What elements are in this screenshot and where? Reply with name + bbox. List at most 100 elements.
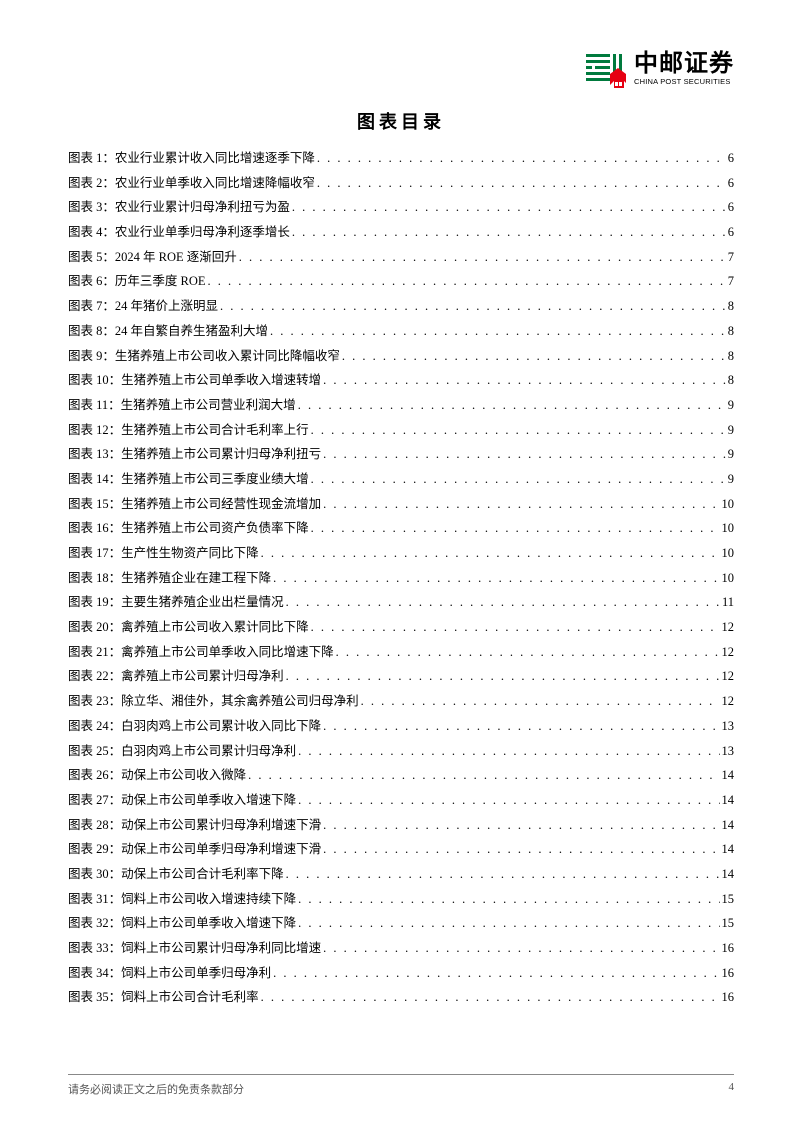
toc-entry-label: 图表 29： xyxy=(68,843,121,856)
toc-entry-label: 图表 15： xyxy=(68,498,121,511)
toc-entry-description: 禽养殖上市公司收入累计同比下降 xyxy=(121,621,309,634)
toc-entry-label: 图表 4： xyxy=(68,226,115,239)
toc-row: 图表 17：生产性生物资产同比下降. . . . . . . . . . . .… xyxy=(68,547,734,560)
toc-leader-dots: . . . . . . . . . . . . . . . . . . . . … xyxy=(311,621,720,634)
toc-row: 图表 24：白羽肉鸡上市公司累计收入同比下降. . . . . . . . . … xyxy=(68,720,734,733)
page-title: 图表目录 xyxy=(68,108,734,134)
toc-entry-page: 13 xyxy=(722,720,735,733)
toc-entry-page: 6 xyxy=(728,201,734,214)
toc-entry-page: 9 xyxy=(728,399,734,412)
toc-entry-description: 生产性生物资产同比下降 xyxy=(121,547,259,560)
logo-text-block: 中邮证券 CHINA POST SECURITIES xyxy=(634,52,734,86)
toc-leader-dots: . . . . . . . . . . . . . . . . . . . . … xyxy=(311,424,726,437)
toc-entry-label: 图表 12： xyxy=(68,424,121,437)
logo-english-name: CHINA POST SECURITIES xyxy=(634,78,734,86)
toc-entry-description: 农业行业单季归母净利逐季增长 xyxy=(115,226,290,239)
toc-row: 图表 9：生猪养殖上市公司收入累计同比降幅收窄. . . . . . . . .… xyxy=(68,350,734,363)
toc-entry-page: 10 xyxy=(722,522,735,535)
toc-leader-dots: . . . . . . . . . . . . . . . . . . . . … xyxy=(273,967,719,980)
toc-entry-page: 14 xyxy=(722,769,735,782)
toc-entry-label: 图表 6： xyxy=(68,275,115,288)
toc-entry-label: 图表 19： xyxy=(68,596,121,609)
toc-entry-description: 24 年自繁自养生猪盈利大增 xyxy=(115,325,268,338)
toc-row: 图表 14：生猪养殖上市公司三季度业绩大增. . . . . . . . . .… xyxy=(68,473,734,486)
toc-entry-label: 图表 17： xyxy=(68,547,121,560)
toc-leader-dots: . . . . . . . . . . . . . . . . . . . . … xyxy=(323,942,719,955)
toc-entry-description: 禽养殖上市公司单季收入同比增速下降 xyxy=(121,646,334,659)
toc-entry-page: 8 xyxy=(728,374,734,387)
toc-row: 图表 33：饲料上市公司累计归母净利同比增速. . . . . . . . . … xyxy=(68,942,734,955)
toc-entry-label: 图表 13： xyxy=(68,448,121,461)
table-of-contents: 图表 1：农业行业累计收入同比增速逐季下降 . . . . . . . . . .… xyxy=(68,152,734,1004)
toc-entry-description: 生猪养殖上市公司单季收入增速转增 xyxy=(121,374,321,387)
toc-entry-label: 图表 25： xyxy=(68,745,121,758)
toc-leader-dots: . . . . . . . . . . . . . . . . . . . . … xyxy=(261,547,720,560)
toc-leader-dots: . . . . . . . . . . . . . . . . . . . . … xyxy=(298,745,719,758)
toc-entry-description: 主要生猪养殖企业出栏量情况 xyxy=(121,596,284,609)
toc-entry-label: 图表 33： xyxy=(68,942,121,955)
toc-row: 图表 2：农业行业单季收入同比增速降幅收窄. . . . . . . . . .… xyxy=(68,177,734,190)
toc-leader-dots: . . . . . . . . . . . . . . . . . . . . … xyxy=(292,201,726,214)
toc-row: 图表 12：生猪养殖上市公司合计毛利率上行. . . . . . . . . .… xyxy=(68,424,734,437)
toc-row: 图表 3：农业行业累计归母净利扭亏为盈. . . . . . . . . . .… xyxy=(68,201,734,214)
toc-entry-label: 图表 31： xyxy=(68,893,121,906)
toc-entry-page: 15 xyxy=(722,917,735,930)
toc-row: 图表 31：饲料上市公司收入增速持续下降. . . . . . . . . . … xyxy=(68,893,734,906)
toc-entry-description: 饲料上市公司单季收入增速下降 xyxy=(121,917,296,930)
toc-entry-label: 图表 9： xyxy=(68,350,115,363)
toc-row: 图表 19：主要生猪养殖企业出栏量情况. . . . . . . . . . .… xyxy=(68,596,734,609)
toc-entry-label: 图表 3： xyxy=(68,201,115,214)
toc-entry-label: 图表 11： xyxy=(68,399,121,412)
toc-leader-dots: . . . . . . . . . . . . . . . . . . . . … xyxy=(248,769,719,782)
page-footer: 请务必阅读正文之后的免责条款部分 4 xyxy=(68,1074,734,1097)
toc-row: 图表 28：动保上市公司累计归母净利增速下滑. . . . . . . . . … xyxy=(68,819,734,832)
toc-entry-page: 7 xyxy=(728,251,734,264)
toc-entry-label: 图表 27： xyxy=(68,794,121,807)
footer-row: 请务必阅读正文之后的免责条款部分 4 xyxy=(68,1081,734,1097)
toc-entry-page: 7 xyxy=(728,275,734,288)
toc-entry-page: 12 xyxy=(722,695,735,708)
toc-entry-description: 除立华、湘佳外，其余禽养殖公司归母净利 xyxy=(121,695,359,708)
toc-entry-description: 生猪养殖上市公司累计归母净利扭亏 xyxy=(121,448,321,461)
toc-entry-label: 图表 1： xyxy=(68,152,115,165)
toc-entry-description: 农业行业累计归母净利扭亏为盈 xyxy=(115,201,290,214)
toc-row: 图表 35：饲料上市公司合计毛利率. . . . . . . . . . . .… xyxy=(68,991,734,1004)
toc-row: 图表 23：除立华、湘佳外，其余禽养殖公司归母净利. . . . . . . .… xyxy=(68,695,734,708)
toc-leader-dots: . . . . . . . . . . . . . . . . . . . . … xyxy=(323,448,726,461)
china-post-logo-icon xyxy=(584,50,626,88)
toc-leader-dots: . . . . . . . . . . . . . . . . . . . . … xyxy=(298,794,719,807)
toc-entry-label: 图表 10： xyxy=(68,374,121,387)
toc-entry-description: 农业行业单季收入同比增速降幅收窄 xyxy=(115,177,315,190)
toc-entry-page: 14 xyxy=(722,868,735,881)
toc-row: 图表 1：农业行业累计收入同比增速逐季下降. . . . . . . . . .… xyxy=(68,152,734,165)
toc-leader-dots: . . . . . . . . . . . . . . . . . . . . … xyxy=(286,596,720,609)
toc-entry-label: 图表 22： xyxy=(68,670,121,683)
toc-entry-description: 生猪养殖上市公司营业利润大增 xyxy=(121,399,296,412)
toc-leader-dots: . . . . . . . . . . . . . . . . . . . . … xyxy=(311,522,720,535)
toc-entry-page: 6 xyxy=(728,177,734,190)
toc-entry-description: 动保上市公司单季归母净利增速下滑 xyxy=(121,843,321,856)
toc-entry-page: 14 xyxy=(722,794,735,807)
toc-entry-description: 饲料上市公司累计归母净利同比增速 xyxy=(121,942,321,955)
toc-entry-page: 10 xyxy=(722,572,735,585)
toc-row: 图表 18：生猪养殖企业在建工程下降. . . . . . . . . . . … xyxy=(68,572,734,585)
toc-entry-page: 16 xyxy=(722,991,735,1004)
toc-row: 图表 27：动保上市公司单季收入增速下降. . . . . . . . . . … xyxy=(68,794,734,807)
toc-entry-description: 2024 年 ROE 逐渐回升 xyxy=(115,251,237,264)
toc-entry-page: 16 xyxy=(722,967,735,980)
toc-entry-description: 动保上市公司收入微降 xyxy=(121,769,246,782)
toc-entry-description: 生猪养殖上市公司资产负债率下降 xyxy=(121,522,309,535)
toc-leader-dots: . . . . . . . . . . . . . . . . . . . . … xyxy=(311,473,726,486)
toc-entry-page: 14 xyxy=(722,819,735,832)
toc-row: 图表 26：动保上市公司收入微降. . . . . . . . . . . . … xyxy=(68,769,734,782)
toc-entry-page: 6 xyxy=(728,226,734,239)
toc-entry-description: 农业行业累计收入同比增速逐季下降 xyxy=(115,152,315,165)
toc-entry-page: 11 xyxy=(722,596,734,609)
toc-entry-page: 10 xyxy=(722,547,735,560)
toc-entry-page: 14 xyxy=(722,843,735,856)
toc-row: 图表 22：禽养殖上市公司累计归母净利. . . . . . . . . . .… xyxy=(68,670,734,683)
logo-chinese-name: 中邮证券 xyxy=(634,52,734,76)
toc-row: 图表 7：24 年猪价上涨明显. . . . . . . . . . . . .… xyxy=(68,300,734,313)
toc-leader-dots: . . . . . . . . . . . . . . . . . . . . … xyxy=(292,226,726,239)
toc-row: 图表 6：历年三季度 ROE. . . . . . . . . . . . . … xyxy=(68,275,734,288)
